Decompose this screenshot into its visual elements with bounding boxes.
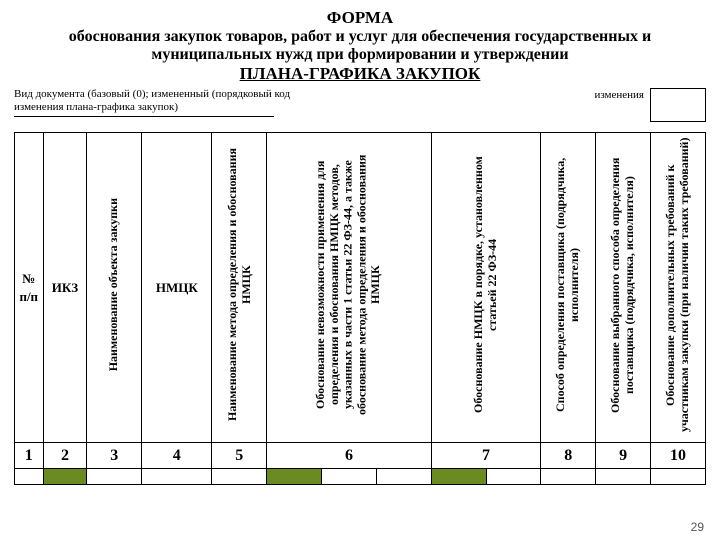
cell-3	[87, 469, 142, 485]
h1: № п/п	[19, 271, 38, 304]
cell-4	[142, 469, 212, 485]
col-header-4: НМЦК	[142, 133, 212, 443]
data-row	[15, 469, 706, 485]
col-header-8: Способ определения поставщика (подрядчик…	[541, 133, 596, 443]
meta-left-l2: изменения плана-графика закупок)	[14, 101, 594, 114]
h10: Обоснование дополнительных требований к …	[664, 135, 692, 435]
underline-blank	[14, 116, 274, 117]
n3: 3	[87, 443, 142, 469]
h3: Наименование объекта закупки	[107, 198, 121, 371]
title-line1: ФОРМА	[14, 8, 706, 28]
n4: 4	[142, 443, 212, 469]
cell-2	[43, 469, 87, 485]
meta-box	[650, 88, 706, 122]
n6: 6	[267, 443, 431, 469]
cell-6c	[376, 469, 431, 485]
cell-5	[212, 469, 267, 485]
title-line3: муниципальных нужд при формировании и ут…	[14, 46, 706, 64]
cell-8	[541, 469, 596, 485]
col-header-1: № п/п	[15, 133, 44, 443]
n7: 7	[431, 443, 541, 469]
h9: Обоснование выбранного способа определен…	[609, 135, 637, 435]
cell-9	[596, 469, 651, 485]
cell-10	[651, 469, 706, 485]
h5: Наименование метода определения и обосно…	[226, 135, 254, 435]
h2: ИКЗ	[52, 280, 78, 295]
col-header-2: ИКЗ	[43, 133, 87, 443]
h6a: Обоснование невозможности применения для…	[314, 135, 383, 435]
meta-left: Вид документа (базовый (0); измененный (…	[14, 88, 594, 117]
cell-6b	[322, 469, 377, 485]
h7a: Обоснование НМЦК в порядке, установленно…	[472, 135, 500, 435]
n1: 1	[15, 443, 44, 469]
title-block: ФОРМА обоснования закупок товаров, работ…	[14, 8, 706, 84]
title-line2: обоснования закупок товаров, работ и усл…	[14, 28, 706, 46]
col-header-3: Наименование объекта закупки	[87, 133, 142, 443]
main-table: № п/п ИКЗ Наименование объекта закупки Н…	[14, 132, 706, 485]
col-header-9: Обоснование выбранного способа определен…	[596, 133, 651, 443]
title-line4: ПЛАНА-ГРАФИКА ЗАКУПОК	[14, 64, 706, 84]
number-row: 1 2 3 4 5 6 7 8 9 10	[15, 443, 706, 469]
page-number: 29	[691, 520, 704, 534]
meta-right-label: изменения	[594, 89, 644, 101]
n9: 9	[596, 443, 651, 469]
n2: 2	[43, 443, 87, 469]
cell-7a	[431, 469, 486, 485]
n10: 10	[651, 443, 706, 469]
col-header-7: Обоснование НМЦК в порядке, установленно…	[431, 133, 541, 443]
cell-7b	[486, 469, 541, 485]
cell-1	[15, 469, 44, 485]
h8: Способ определения поставщика (подрядчик…	[554, 135, 582, 435]
n8: 8	[541, 443, 596, 469]
header-row: № п/п ИКЗ Наименование объекта закупки Н…	[15, 133, 706, 443]
col-header-6: Обоснование невозможности применения для…	[267, 133, 431, 443]
meta-row: Вид документа (базовый (0); измененный (…	[14, 88, 706, 122]
meta-left-l1: Вид документа (базовый (0); измененный (…	[14, 88, 594, 101]
h4: НМЦК	[156, 280, 198, 295]
col-header-5: Наименование метода определения и обосно…	[212, 133, 267, 443]
cell-6a	[267, 469, 322, 485]
n5: 5	[212, 443, 267, 469]
col-header-10: Обоснование дополнительных требований к …	[651, 133, 706, 443]
